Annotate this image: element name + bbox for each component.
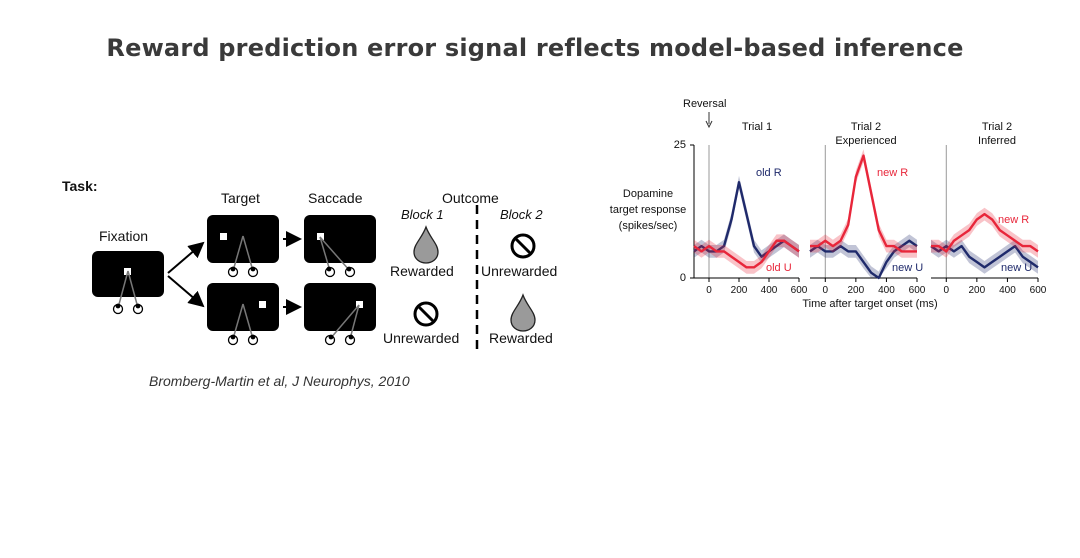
citation: Bromberg-Martin et al, J Neurophys, 2010 [149, 373, 410, 389]
block1-label: Block 1 [401, 207, 444, 222]
x-tick-label: 0 [706, 285, 712, 296]
outcome-row1-block1: Rewarded [390, 263, 454, 279]
x-tick-label: 200 [731, 285, 748, 296]
target-point [356, 301, 363, 308]
fixation-label: Fixation [99, 228, 149, 244]
x-tick-label: 600 [909, 285, 926, 296]
series-line [931, 212, 1039, 253]
outcome-row2-block2: Rewarded [489, 330, 553, 346]
reversal-label: Reversal [683, 98, 726, 110]
target-point [317, 233, 324, 240]
panel-2-red-label: new R [877, 167, 908, 179]
series-line [693, 181, 800, 258]
prohibited-icon [510, 233, 536, 259]
panel-1-title: Trial 1 [742, 121, 772, 133]
x-tick-label: 400 [878, 285, 895, 296]
x-tick-label: 600 [791, 285, 808, 296]
series-error-band [931, 207, 1038, 258]
x-tick-label: 600 [1030, 285, 1047, 296]
series-line [693, 239, 800, 269]
arrow-down [167, 275, 205, 308]
panel-3-title-line2: Inferred [978, 135, 1016, 147]
panel-1-blue-label: old R [756, 167, 782, 179]
target-label: Target [221, 190, 260, 206]
x-tick-label: 0 [823, 285, 829, 296]
x-tick-label: 400 [999, 285, 1016, 296]
y-axis-label-line3: (spikes/sec) [619, 220, 678, 232]
saccade-label: Saccade [308, 190, 363, 206]
reversal-arrow-head [705, 120, 713, 129]
slide-title: Reward prediction error signal reflects … [106, 34, 964, 62]
panel-2-blue-label: new U [892, 262, 923, 274]
y-axis-label-line2: target response [610, 204, 686, 216]
eyes-icon [319, 236, 356, 278]
eyes-icon [227, 303, 259, 346]
target-screen-left [207, 215, 279, 263]
target-point [259, 301, 266, 308]
series-line [809, 239, 918, 280]
fixation-screen [92, 251, 164, 297]
series-error-band [810, 149, 917, 258]
series-line [810, 154, 917, 253]
panel-3-red-label: new R [998, 214, 1029, 226]
eyes-icon [227, 235, 259, 278]
eyes-icon [324, 304, 360, 346]
x-tick-label: 400 [761, 285, 778, 296]
outcome-row1-block2: Unrewarded [481, 263, 558, 279]
panel-3-blue-label: new U [1001, 262, 1032, 274]
panel-2-title-line1: Trial 2 [851, 121, 881, 133]
outcome-label: Outcome [442, 190, 499, 206]
saccade-screen-left [304, 215, 376, 263]
target-point [220, 233, 227, 240]
task-label: Task: [62, 178, 98, 194]
target-screen-right [207, 283, 279, 331]
block2-label: Block 2 [500, 207, 543, 222]
prohibited-icon [413, 301, 439, 327]
saccade-screen-right [304, 283, 376, 331]
eyes-icon [112, 270, 144, 315]
x-tick-label: 200 [969, 285, 986, 296]
x-axis-label: Time after target onset (ms) [802, 298, 937, 310]
panel-1-red-label: old U [766, 262, 792, 274]
y-tick-bottom: 0 [680, 272, 686, 284]
panel-3-title-line1: Trial 2 [982, 121, 1012, 133]
x-tick-label: 0 [944, 285, 950, 296]
series-error-band [810, 234, 917, 278]
y-tick-top: 25 [674, 139, 686, 151]
arrow-up [167, 241, 205, 274]
y-axis-label-line1: Dopamine [623, 188, 673, 200]
x-tick-label: 200 [848, 285, 865, 296]
panel-2-title-line2: Experienced [835, 135, 896, 147]
water-drop-icon [510, 293, 536, 332]
outcome-row2-block1: Unrewarded [383, 330, 460, 346]
series-error-band [694, 175, 799, 264]
water-drop-icon [413, 225, 439, 264]
